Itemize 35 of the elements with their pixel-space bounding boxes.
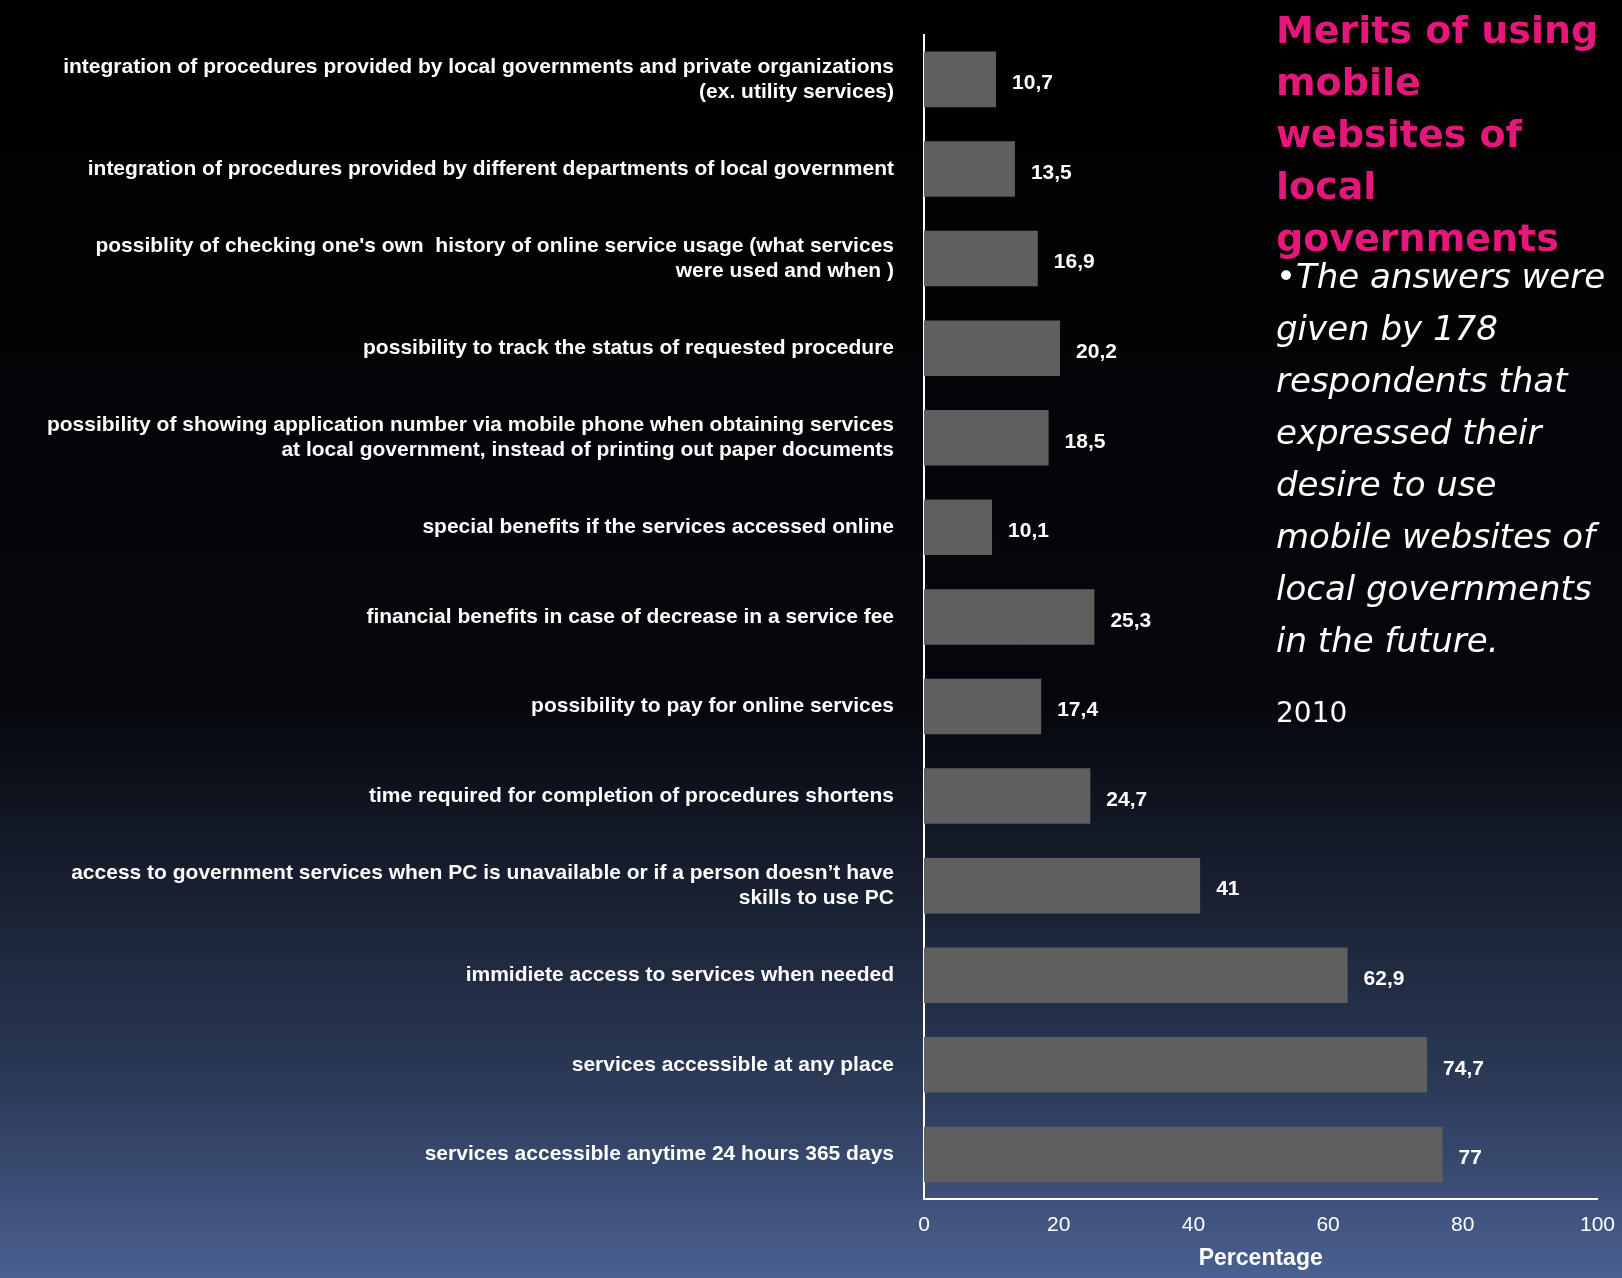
data-label: 77 — [1458, 1145, 1482, 1169]
x-tick-label: 80 — [1451, 1211, 1475, 1235]
data-label: 24,7 — [1106, 786, 1148, 810]
y-tick-label: possibility to pay for online services — [531, 693, 894, 717]
data-label: 10,1 — [1008, 518, 1050, 542]
data-label: 20,2 — [1076, 338, 1117, 362]
x-tick-label: 0 — [918, 1211, 930, 1235]
y-tick-label: possiblity of checking one's own history of online service usage (what services were used and when ) — [95, 232, 894, 281]
x-axis-title: Percentage — [1198, 1243, 1323, 1270]
data-label: 17,4 — [1057, 697, 1099, 721]
annotation: 2010 — [1276, 696, 1349, 729]
y-tick-label: possibility to track the status of requested procedure — [363, 334, 894, 358]
x-tick-label: 40 — [1181, 1211, 1206, 1235]
data-label: 74,7 — [1443, 1055, 1484, 1079]
data-label: 10,7 — [1012, 70, 1053, 94]
y-tick-label: integration of procedures provided by local governments and private organizations (ex. utility services) — [63, 53, 894, 102]
y-tick-label: access to government services when PC is unavailable or if a person doesn’t have skills to use PC — [71, 859, 894, 909]
y-tick-label: integration of procedures provided by different departments of local government — [87, 155, 894, 179]
data-label: 16,9 — [1053, 249, 1095, 273]
data-label: 13,5 — [1030, 159, 1073, 183]
x-tick-label: 100 — [1579, 1211, 1615, 1235]
data-label: 25,3 — [1110, 607, 1152, 631]
y-tick-label: possibility of showing application number via mobile phone when obtaining services at local government, instead of printing out paper documents — [46, 411, 894, 461]
y-tick-label: special benefits if the services accessed online — [422, 514, 894, 538]
data-label: 41 — [1216, 876, 1240, 900]
x-tick-label: 20 — [1047, 1211, 1071, 1235]
y-tick-label: financial benefits in case of decrease in a service fee — [366, 603, 894, 627]
data-label: 62,9 — [1363, 966, 1405, 990]
data-label: 18,5 — [1064, 428, 1106, 452]
text: Merits of using mobile websites of local governments — [1276, 7, 1600, 262]
x-tick-label: 60 — [1316, 1211, 1340, 1235]
y-tick-label: services accessible at any place — [571, 1051, 894, 1075]
y-tick-label: time required for completion of procedures shortens — [368, 782, 894, 806]
y-tick-label: immidiete access to services when needed — [465, 962, 894, 986]
y-tick-label: services accessible anytime 24 hours 365 days — [424, 1141, 894, 1165]
